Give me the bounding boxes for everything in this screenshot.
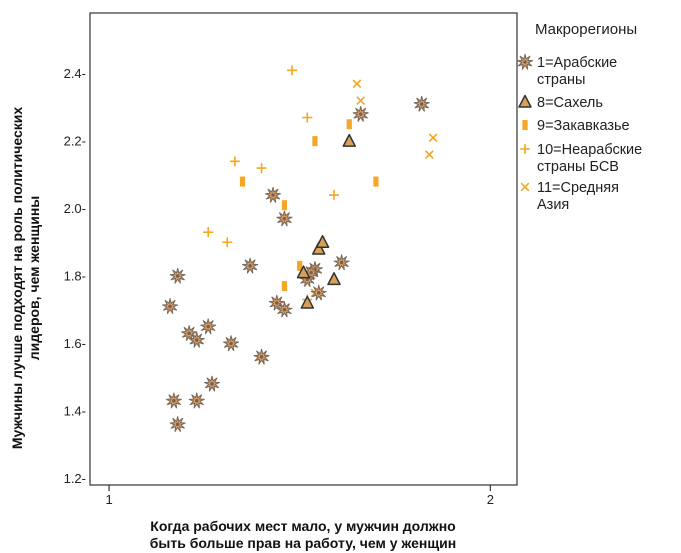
point-star	[242, 257, 259, 274]
x-tick-label: 2	[487, 492, 494, 507]
point-triangle	[327, 272, 341, 286]
point-bar	[346, 119, 352, 130]
point-triangle	[315, 235, 330, 249]
point-star	[333, 254, 350, 271]
legend-label: 8=Сахель	[537, 95, 603, 111]
point-plus	[229, 156, 240, 167]
legend-label: 1=Арабские	[537, 55, 617, 71]
y-tick-label: 1.2-	[64, 471, 86, 486]
legend-label: страны БСВ	[537, 159, 619, 175]
point-star	[276, 301, 293, 318]
point-x	[424, 150, 434, 159]
point-bar	[312, 136, 318, 147]
point-triangle	[296, 265, 311, 279]
legend-label: 11=Средняя	[537, 180, 619, 196]
point-star	[181, 325, 198, 341]
point-plus	[287, 65, 298, 76]
legend-marker-triangle	[518, 94, 532, 108]
y-tick-label: 1.6-	[64, 336, 86, 351]
point-bar	[297, 260, 303, 271]
point-triangle	[342, 133, 356, 147]
point-star	[223, 335, 240, 352]
x-axis-title: Когда рабочих мест мало, у мужчин должно…	[150, 518, 457, 551]
legend-label: Азия	[537, 197, 569, 213]
y-tick-label: 1.8-	[64, 268, 86, 283]
point-star	[253, 348, 270, 365]
y-tick-label: 2.0-	[64, 201, 86, 216]
y-tick-label: 2.4-	[64, 66, 86, 81]
point-star	[169, 416, 186, 433]
axis-ticks: 1.2- 1.4- 1.6- 1.8- 2.0- 2.2- 2.4- 1 2	[64, 66, 494, 507]
legend-marker-x	[520, 182, 530, 192]
y-axis-title-line-1: Мужчины лучше подходят на роль политичес…	[9, 107, 25, 450]
point-star	[413, 95, 430, 112]
point-bar	[281, 200, 288, 211]
point-bar	[281, 281, 288, 292]
point-star	[352, 105, 369, 122]
legend-marker-bar	[522, 120, 528, 130]
point-bar	[373, 176, 379, 187]
y-axis-title-line-2: лидеров, чем женщины	[26, 196, 42, 360]
x-tick-label: 1	[105, 492, 112, 507]
y-axis-title: Мужчины лучше подходят на роль политичес…	[9, 107, 42, 450]
point-x	[352, 79, 362, 89]
legend-title: Макрорегионы	[535, 21, 637, 38]
point-star	[276, 210, 293, 227]
point-star	[188, 331, 205, 348]
point-x	[428, 133, 438, 143]
point-plus	[203, 227, 214, 238]
legend-marker-star	[516, 53, 534, 70]
point-triangle	[300, 295, 315, 309]
legend-marker-plus	[520, 144, 530, 154]
point-star	[162, 298, 179, 315]
point-triangle	[312, 241, 326, 255]
y-tick-label: 2.2-	[64, 134, 86, 149]
legend-label: 9=Закавказье	[537, 118, 630, 134]
point-star	[310, 284, 327, 301]
point-star	[200, 318, 217, 335]
plot-area	[89, 12, 518, 486]
point-star	[203, 375, 221, 392]
point-bar	[239, 176, 246, 187]
point-star	[188, 392, 205, 409]
point-star	[264, 186, 282, 203]
point-star	[268, 294, 285, 311]
point-star	[165, 392, 182, 409]
point-star	[303, 264, 320, 281]
point-star	[169, 267, 186, 284]
legend-label: страны	[537, 72, 585, 88]
point-plus	[222, 237, 233, 248]
data-points	[162, 65, 438, 433]
plot-frame	[89, 12, 518, 486]
y-tick-label: 1.4-	[64, 403, 86, 418]
x-axis-title-line-1: Когда рабочих мест мало, у мужчин должно	[150, 518, 455, 534]
point-plus	[302, 112, 313, 123]
point-plus	[329, 190, 339, 201]
legend-label: 10=Неарабские	[537, 142, 642, 158]
x-axis-title-line-2: быть больше прав на работу, чем у женщин	[150, 535, 457, 551]
point-x	[356, 96, 366, 106]
point-plus	[256, 163, 267, 174]
